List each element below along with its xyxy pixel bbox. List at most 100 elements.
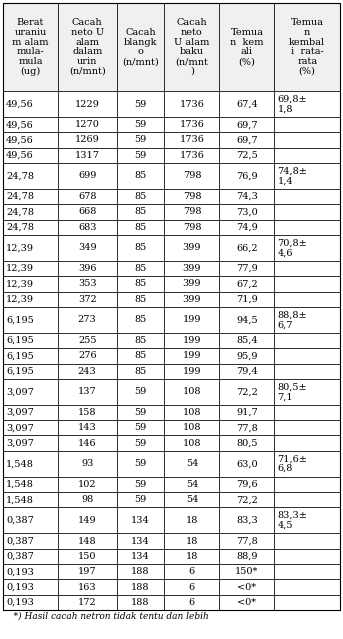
Bar [220, 333, 274, 348]
Text: 134: 134 [131, 552, 150, 561]
Bar [164, 276, 220, 291]
Bar [58, 189, 117, 204]
Bar [164, 549, 220, 564]
Bar [3, 435, 58, 450]
Bar [220, 507, 274, 534]
Bar [58, 477, 117, 492]
Bar [220, 580, 274, 595]
Bar [58, 450, 117, 477]
Text: 188: 188 [131, 567, 150, 576]
Text: 77,8: 77,8 [236, 537, 258, 546]
Text: 699: 699 [78, 171, 96, 180]
Text: 12,39: 12,39 [6, 243, 34, 252]
Text: 59: 59 [134, 100, 146, 109]
Bar [274, 405, 340, 420]
Bar [220, 435, 274, 450]
Bar [58, 91, 117, 117]
Text: 59: 59 [134, 135, 146, 144]
Bar [58, 307, 117, 333]
Bar [164, 3, 220, 91]
Bar [274, 435, 340, 450]
Text: 79,6: 79,6 [236, 480, 258, 489]
Bar [164, 420, 220, 435]
Bar [220, 549, 274, 564]
Bar [164, 507, 220, 534]
Text: 59: 59 [134, 438, 146, 448]
Bar [164, 235, 220, 261]
Text: 1,548: 1,548 [6, 480, 34, 489]
Text: *) Hasil cacah netron tidak tentu dan lebih: *) Hasil cacah netron tidak tentu dan le… [5, 612, 209, 621]
Bar [220, 307, 274, 333]
Bar [3, 580, 58, 595]
Bar [3, 163, 58, 189]
Bar [220, 3, 274, 91]
Text: 399: 399 [182, 243, 201, 252]
Bar [58, 204, 117, 220]
Text: 18: 18 [186, 552, 198, 561]
Bar [274, 564, 340, 580]
Bar [274, 507, 340, 534]
Bar [3, 220, 58, 235]
Bar [164, 189, 220, 204]
Bar [274, 148, 340, 163]
Text: 85: 85 [134, 171, 146, 180]
Text: 0,193: 0,193 [6, 567, 34, 576]
Bar [58, 117, 117, 132]
Bar [3, 235, 58, 261]
Bar [117, 580, 164, 595]
Bar [3, 450, 58, 477]
Bar [3, 420, 58, 435]
Bar [3, 564, 58, 580]
Bar [58, 549, 117, 564]
Bar [117, 333, 164, 348]
Text: 0,387: 0,387 [6, 516, 34, 525]
Bar [58, 291, 117, 307]
Text: 668: 668 [78, 208, 96, 217]
Bar [220, 91, 274, 117]
Text: 24,78: 24,78 [6, 171, 34, 180]
Bar [274, 420, 340, 435]
Text: 85: 85 [134, 223, 146, 232]
Text: 18: 18 [186, 516, 198, 525]
Bar [58, 492, 117, 507]
Bar [274, 220, 340, 235]
Bar [220, 117, 274, 132]
Text: 12,39: 12,39 [6, 295, 34, 304]
Bar [220, 132, 274, 148]
Bar [58, 163, 117, 189]
Text: <0*: <0* [237, 583, 257, 592]
Bar [117, 450, 164, 477]
Bar [220, 450, 274, 477]
Bar [274, 117, 340, 132]
Bar [274, 291, 340, 307]
Text: 158: 158 [78, 408, 96, 417]
Bar [220, 235, 274, 261]
Text: 83,3: 83,3 [236, 516, 258, 525]
Bar [58, 333, 117, 348]
Bar [3, 405, 58, 420]
Bar [274, 235, 340, 261]
Text: 59: 59 [134, 120, 146, 129]
Bar [3, 3, 58, 91]
Text: 150*: 150* [235, 567, 259, 576]
Text: 798: 798 [182, 171, 201, 180]
Bar [220, 364, 274, 379]
Bar [220, 348, 274, 364]
Bar [3, 307, 58, 333]
Bar [164, 333, 220, 348]
Bar [58, 132, 117, 148]
Text: <0*: <0* [237, 598, 257, 607]
Bar [3, 477, 58, 492]
Text: 85: 85 [134, 208, 146, 217]
Text: 85,4: 85,4 [236, 336, 258, 345]
Bar [3, 91, 58, 117]
Text: 24,78: 24,78 [6, 208, 34, 217]
Text: 188: 188 [131, 598, 150, 607]
Bar [58, 564, 117, 580]
Text: 54: 54 [186, 495, 198, 504]
Text: 66,2: 66,2 [236, 243, 258, 252]
Text: 24,78: 24,78 [6, 223, 34, 232]
Text: 71,6±
6,8: 71,6± 6,8 [277, 454, 307, 473]
Bar [3, 276, 58, 291]
Text: 798: 798 [182, 223, 201, 232]
